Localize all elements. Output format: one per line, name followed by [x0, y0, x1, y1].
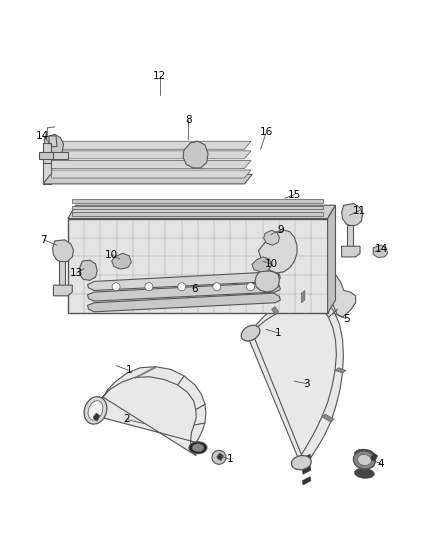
- Polygon shape: [112, 253, 131, 269]
- Polygon shape: [88, 282, 280, 301]
- Text: 15: 15: [288, 190, 301, 199]
- Ellipse shape: [354, 449, 374, 459]
- Polygon shape: [49, 136, 57, 147]
- Polygon shape: [196, 404, 205, 410]
- Text: 11: 11: [353, 206, 366, 215]
- Polygon shape: [88, 272, 280, 290]
- Circle shape: [247, 282, 254, 291]
- Polygon shape: [252, 257, 272, 272]
- Polygon shape: [72, 199, 323, 203]
- Text: 7: 7: [40, 235, 47, 245]
- Text: 10: 10: [265, 260, 278, 269]
- Polygon shape: [247, 293, 343, 465]
- Polygon shape: [328, 309, 338, 317]
- Polygon shape: [302, 454, 311, 463]
- Polygon shape: [52, 170, 251, 178]
- Text: 6: 6: [191, 285, 198, 294]
- Polygon shape: [177, 376, 184, 385]
- Polygon shape: [93, 413, 100, 421]
- Polygon shape: [194, 423, 205, 425]
- Ellipse shape: [212, 450, 226, 464]
- Polygon shape: [52, 160, 251, 168]
- Circle shape: [178, 282, 186, 291]
- Circle shape: [213, 282, 221, 291]
- Polygon shape: [342, 204, 363, 226]
- Text: 1: 1: [226, 455, 233, 464]
- Polygon shape: [68, 205, 336, 219]
- Polygon shape: [53, 285, 72, 296]
- Polygon shape: [342, 246, 360, 257]
- Polygon shape: [217, 453, 223, 461]
- Polygon shape: [43, 174, 252, 184]
- Text: 8: 8: [185, 115, 192, 125]
- Polygon shape: [322, 414, 334, 422]
- Polygon shape: [183, 141, 208, 168]
- Text: 16: 16: [260, 127, 273, 137]
- Polygon shape: [302, 477, 311, 485]
- Ellipse shape: [88, 401, 103, 420]
- Polygon shape: [328, 205, 336, 313]
- Polygon shape: [45, 134, 64, 156]
- Text: 9: 9: [277, 225, 284, 235]
- Polygon shape: [39, 152, 53, 159]
- Ellipse shape: [354, 469, 374, 478]
- Polygon shape: [52, 151, 251, 159]
- Text: 1: 1: [275, 328, 282, 338]
- Polygon shape: [373, 245, 388, 257]
- Polygon shape: [264, 230, 279, 245]
- Polygon shape: [302, 466, 311, 474]
- Ellipse shape: [84, 397, 107, 424]
- Polygon shape: [72, 212, 323, 216]
- Polygon shape: [52, 141, 251, 149]
- Text: 2: 2: [124, 415, 131, 424]
- Polygon shape: [301, 290, 305, 303]
- Ellipse shape: [353, 451, 375, 469]
- Polygon shape: [43, 143, 51, 163]
- Polygon shape: [68, 219, 328, 313]
- Polygon shape: [88, 293, 280, 312]
- Text: 14: 14: [374, 245, 388, 254]
- Polygon shape: [59, 261, 65, 288]
- Circle shape: [112, 282, 120, 291]
- Polygon shape: [255, 271, 279, 292]
- Ellipse shape: [192, 443, 204, 452]
- Ellipse shape: [241, 325, 260, 341]
- Ellipse shape: [189, 442, 207, 454]
- Ellipse shape: [291, 456, 311, 470]
- Text: 3: 3: [303, 379, 310, 389]
- Polygon shape: [80, 260, 97, 280]
- Text: 13: 13: [70, 268, 83, 278]
- Polygon shape: [371, 453, 378, 462]
- Text: 10: 10: [105, 250, 118, 260]
- Text: 14: 14: [36, 131, 49, 141]
- Polygon shape: [135, 367, 156, 378]
- Text: 5: 5: [343, 314, 350, 324]
- Polygon shape: [258, 230, 297, 273]
- Polygon shape: [91, 367, 206, 456]
- Polygon shape: [335, 368, 346, 373]
- Text: 1: 1: [126, 366, 133, 375]
- Text: 4: 4: [378, 459, 385, 469]
- Polygon shape: [347, 225, 353, 249]
- Ellipse shape: [354, 459, 374, 469]
- Polygon shape: [72, 206, 323, 209]
- Polygon shape: [53, 240, 74, 262]
- Polygon shape: [45, 152, 68, 159]
- Polygon shape: [272, 306, 279, 314]
- Ellipse shape: [357, 455, 371, 465]
- Polygon shape: [43, 143, 51, 184]
- Text: 12: 12: [153, 71, 166, 80]
- Polygon shape: [104, 389, 108, 395]
- Polygon shape: [231, 247, 356, 317]
- Circle shape: [145, 282, 153, 291]
